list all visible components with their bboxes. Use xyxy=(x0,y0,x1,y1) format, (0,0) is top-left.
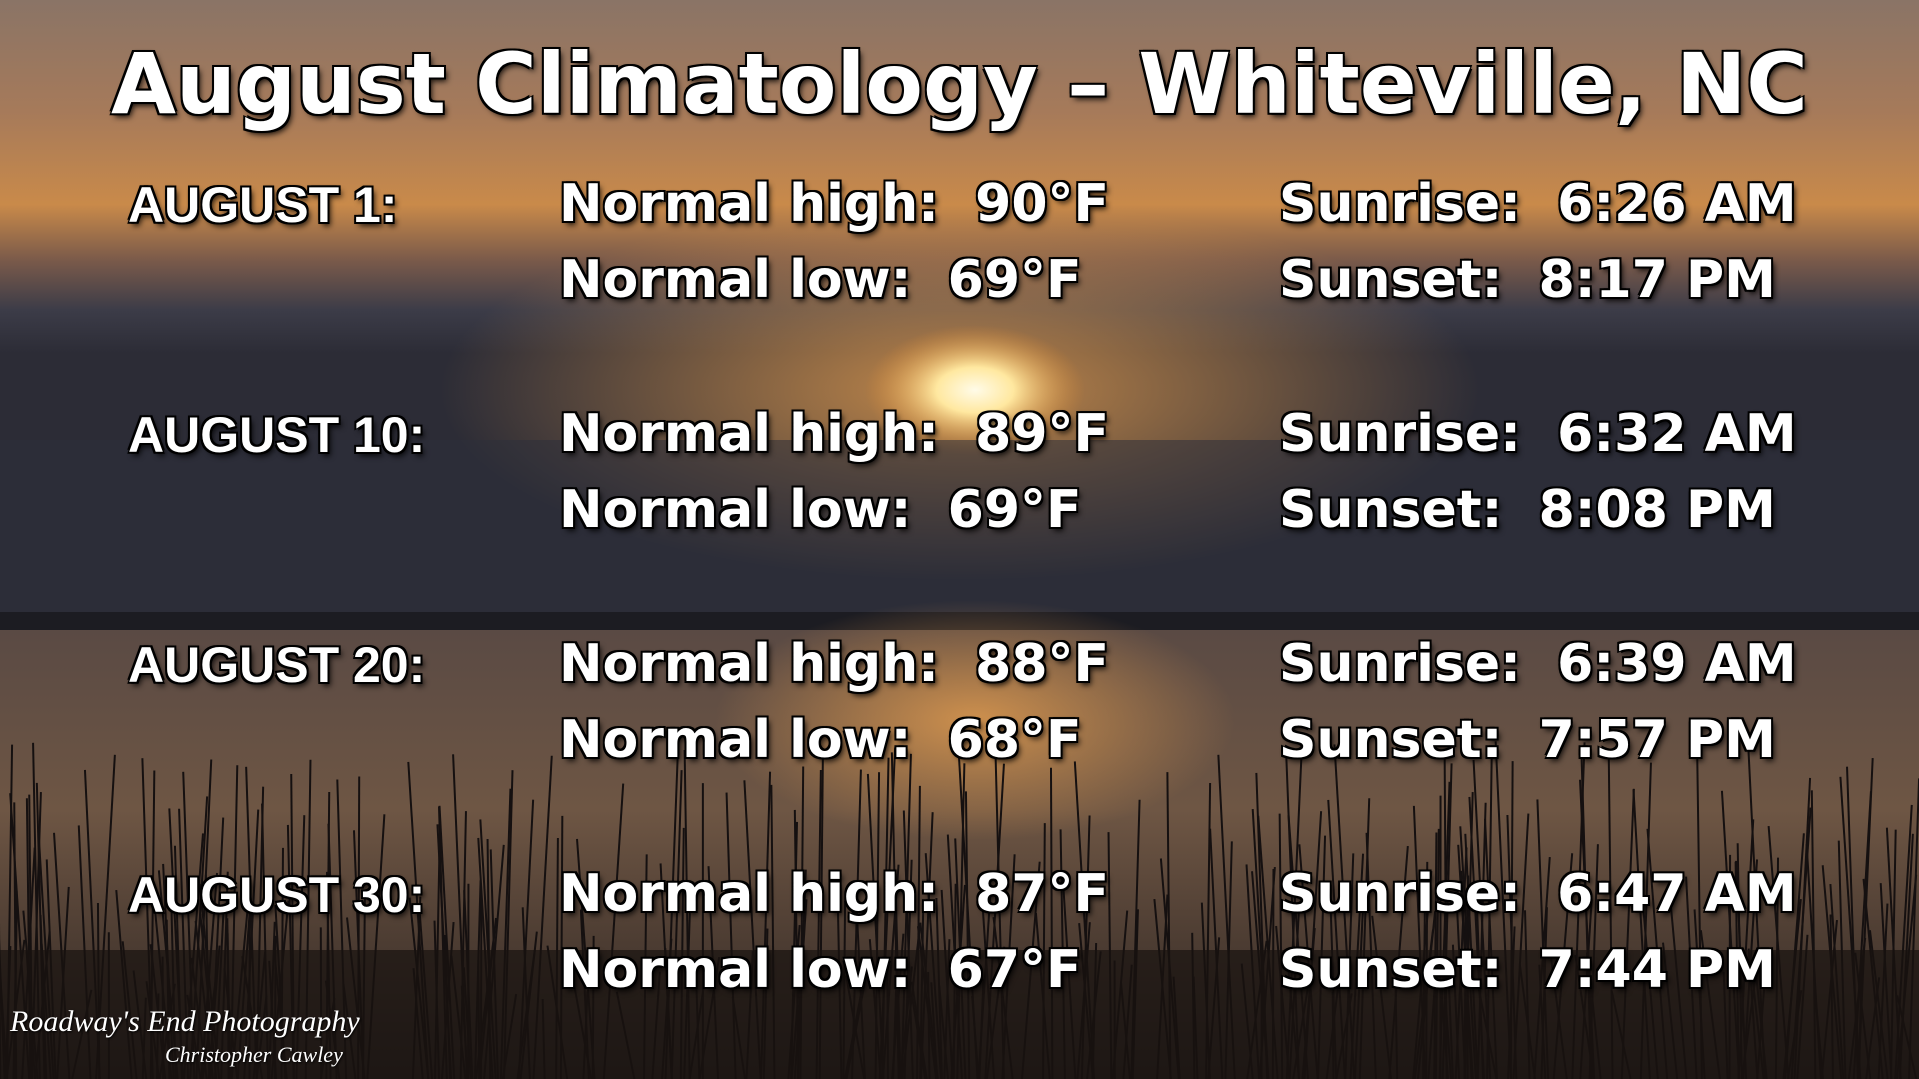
row-high: Normal high: 88°F xyxy=(559,634,1110,694)
row-high: Normal high: 90°F xyxy=(559,174,1110,234)
row-sunrise: Sunrise: 6:26 AM xyxy=(1279,174,1797,234)
row-sunrise: Sunrise: 6:32 AM xyxy=(1279,404,1797,464)
row-sunset: Sunset: 8:08 PM xyxy=(1279,480,1776,540)
sun xyxy=(865,325,1085,455)
row-high: Normal high: 89°F xyxy=(559,404,1110,464)
row-date: AUGUST 1: xyxy=(128,177,398,233)
row-low: Normal low: 69°F xyxy=(559,250,1082,310)
row-high: Normal high: 87°F xyxy=(559,864,1110,924)
row-date: AUGUST 10: xyxy=(128,407,426,463)
row-sunrise: Sunrise: 6:39 AM xyxy=(1279,634,1797,694)
title: August Climatology – Whiteville, NC xyxy=(111,35,1808,133)
credit-photographer: Christopher Cawley xyxy=(165,1042,343,1067)
credit-studio: Roadway's End Photography xyxy=(10,1005,360,1038)
row-sunset: Sunset: 8:17 PM xyxy=(1279,250,1776,310)
row-sunset: Sunset: 7:57 PM xyxy=(1279,710,1776,770)
row-low: Normal low: 68°F xyxy=(559,710,1082,770)
shore xyxy=(0,950,1919,1079)
row-sunset: Sunset: 7:44 PM xyxy=(1279,940,1776,1000)
cloud-bank xyxy=(0,440,1919,620)
row-sunrise: Sunrise: 6:47 AM xyxy=(1279,864,1797,924)
row-low: Normal low: 69°F xyxy=(559,480,1082,540)
sun-reflection xyxy=(715,600,1235,840)
row-date: AUGUST 20: xyxy=(128,637,426,693)
row-date: AUGUST 30: xyxy=(128,867,426,923)
row-low: Normal low: 67°F xyxy=(559,940,1082,1000)
